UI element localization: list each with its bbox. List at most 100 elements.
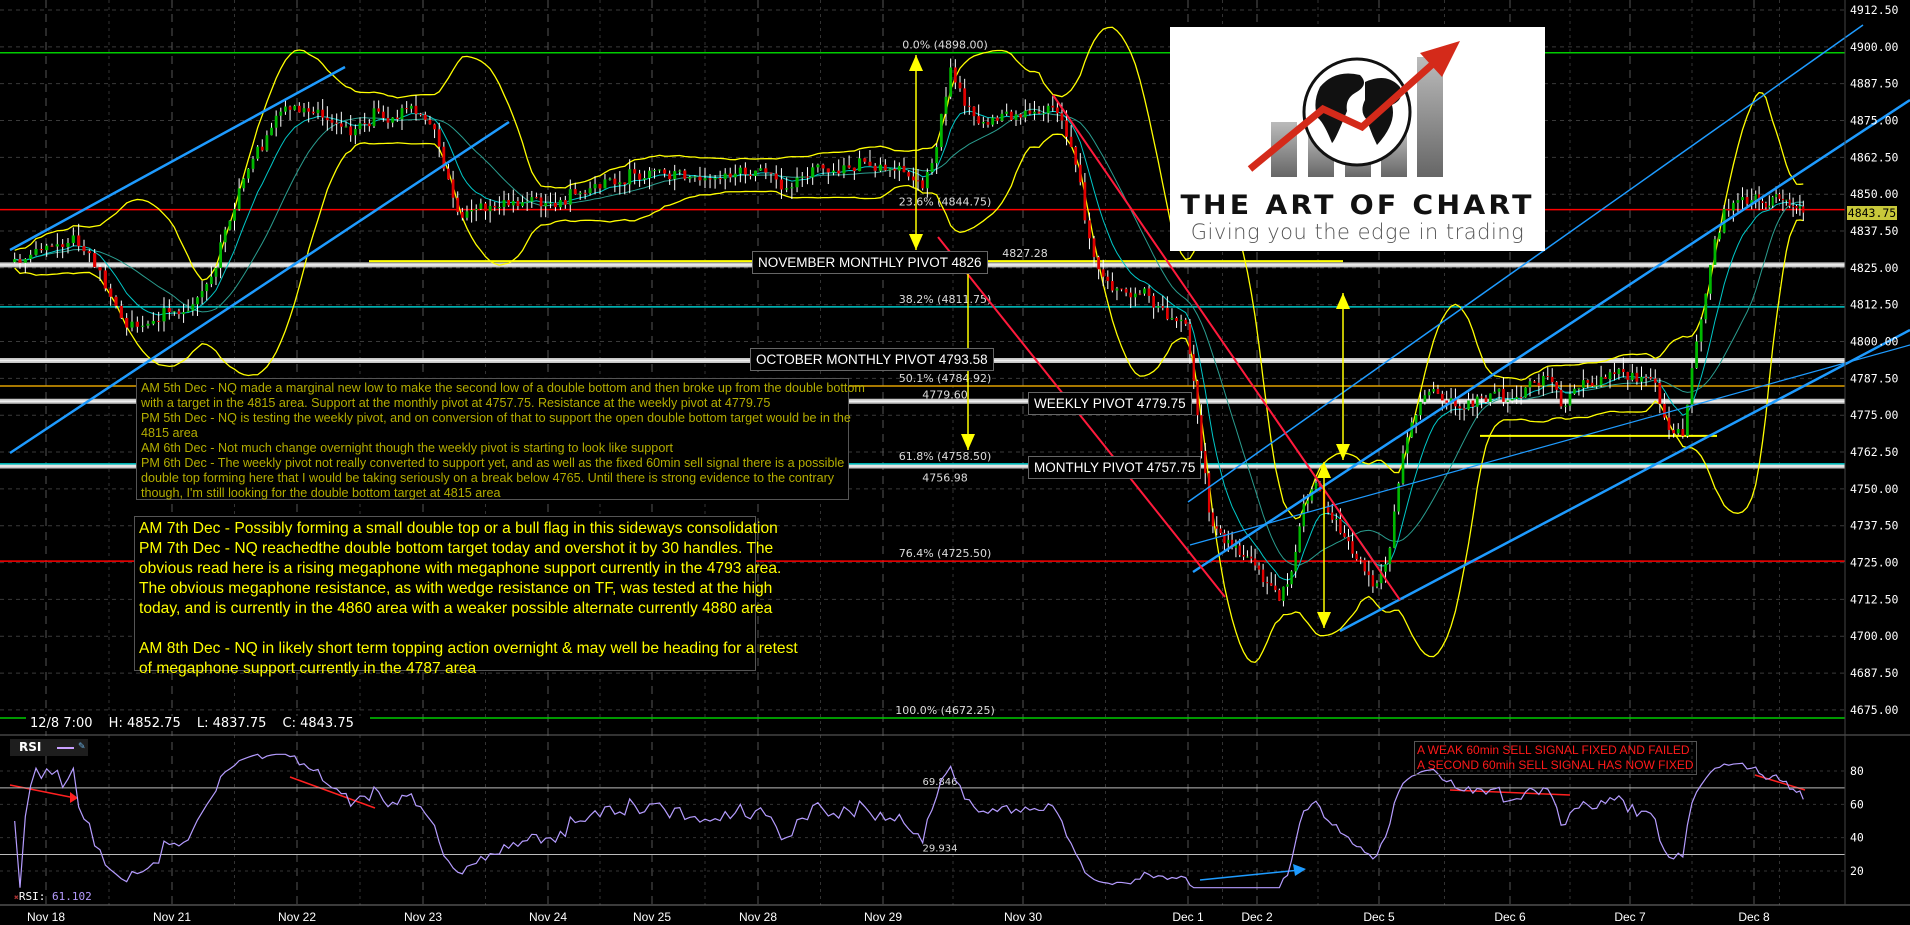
candle-body [1667, 417, 1671, 430]
candle-body [353, 129, 357, 136]
commentary-box-2: AM 7th Dec - Possibly forming a small do… [134, 516, 798, 677]
candle-body [759, 168, 763, 171]
candle-body [578, 192, 582, 195]
note-line: though, I'm still looking for the double… [141, 486, 501, 500]
candle-body [1306, 500, 1310, 504]
candle-body [223, 229, 227, 243]
candle-body [1537, 382, 1541, 386]
candle-body [293, 105, 297, 110]
candle-body [247, 168, 250, 179]
candle-body [842, 165, 846, 174]
candle-body [1278, 590, 1281, 601]
candle-body [1227, 539, 1230, 544]
trendline-red [937, 236, 1226, 598]
sell-signal-note: A WEAK 60min SELL SIGNAL FIXED AND FAILE… [1414, 741, 1697, 775]
candle-body [977, 116, 981, 124]
candle-body [1649, 376, 1653, 379]
candle-body [873, 165, 877, 171]
candle-body [233, 209, 236, 221]
candle-body [372, 108, 376, 127]
candle-body [852, 167, 856, 172]
candle-body [888, 168, 892, 171]
price-tick-label: 4900.00 [1850, 40, 1899, 54]
candle-body [1196, 380, 1199, 416]
candle-body [1042, 113, 1045, 115]
note-line: AM 8th Dec - NQ in likely short term top… [139, 640, 798, 657]
candle-body [1290, 571, 1293, 585]
candle-body [1644, 376, 1648, 378]
candle-body [274, 115, 278, 128]
trendline-channel [9, 65, 346, 252]
candle-body [1265, 582, 1269, 584]
candle-body [1069, 136, 1073, 147]
candle-body [972, 106, 976, 117]
candle-body [1528, 381, 1532, 388]
rsi-divergence-line [289, 776, 376, 809]
megaphone-resistance [1187, 24, 1864, 503]
arrow-down-head [1317, 612, 1331, 628]
candle-body [1242, 554, 1245, 557]
axes: 4912.50 4900.00 4887.50 4875.00 4862.50 4850.… [27, 0, 1899, 924]
candle-body [790, 187, 794, 189]
candle-body [1582, 380, 1585, 388]
rsi-status: ✖RSI: 61.102 [14, 890, 92, 903]
candle-body [553, 202, 557, 208]
candle-body [1635, 372, 1639, 382]
rsi-line [14, 753, 1804, 889]
candle-body [1388, 547, 1392, 565]
candle-body [698, 176, 702, 181]
candle-body [535, 197, 538, 199]
candle-body [893, 168, 897, 171]
candle-body [935, 147, 939, 164]
candle-body [967, 105, 971, 107]
candle-body [1617, 369, 1621, 374]
candle-body [1736, 200, 1740, 203]
candle-body [1699, 319, 1703, 342]
candle-body [1392, 511, 1396, 548]
candle-body [1768, 205, 1771, 208]
close-icon[interactable]: ✖ [14, 893, 19, 902]
candle-body [1704, 293, 1708, 320]
candle-body [45, 245, 49, 251]
rsi-arrow-head [1293, 864, 1306, 876]
candle-body [1604, 376, 1607, 379]
candle-body [1060, 113, 1064, 121]
candle-body [1014, 114, 1018, 120]
candle-body [930, 163, 934, 172]
fib-label: 0.0% (4898.00) [902, 39, 988, 52]
candle-body [1192, 354, 1195, 381]
candle-body [1083, 182, 1087, 221]
rsi-legend[interactable]: RSI ✎ [10, 739, 88, 756]
rsi-tick-label: 80 [1850, 764, 1864, 778]
candle-body [395, 117, 399, 120]
candle-body [1568, 393, 1572, 406]
date-tick-label: Nov 22 [278, 910, 316, 924]
candle-body [1626, 372, 1630, 380]
candle-body [1257, 565, 1261, 570]
candle-body [228, 220, 232, 230]
candle-body [1608, 372, 1612, 379]
candle-body [511, 200, 515, 206]
candle-body [516, 200, 520, 206]
candle-body [130, 321, 134, 328]
rsi-status-prefix: RSI: [18, 890, 52, 903]
candle-body [1445, 400, 1448, 403]
candle-body [1000, 113, 1004, 121]
settings-icon[interactable]: ✎ [78, 742, 86, 752]
candle-body [608, 178, 612, 180]
candle-body [1274, 585, 1277, 591]
arrow-up-head [1317, 462, 1331, 478]
note-line: double top forming here that I would be … [141, 471, 835, 485]
commentary-box-1: AM 5th Dec - NQ made a marginal new low … [136, 378, 865, 500]
candle-body [583, 192, 587, 194]
price-tick-label: 4862.50 [1850, 150, 1899, 164]
candle-body [573, 189, 577, 195]
candle-body [1230, 539, 1234, 548]
candle-body [703, 178, 707, 181]
candle-body [1078, 164, 1082, 183]
candle-body [1355, 553, 1358, 560]
megaphone-support [1339, 328, 1910, 633]
candle-body [1363, 560, 1366, 572]
date-tick-label: Dec 7 [1614, 910, 1646, 924]
candle-body [588, 188, 592, 194]
